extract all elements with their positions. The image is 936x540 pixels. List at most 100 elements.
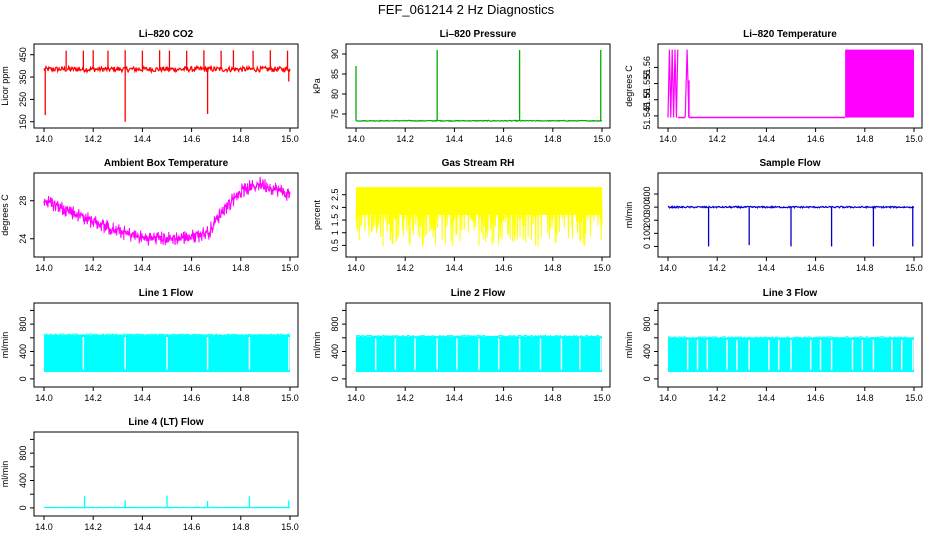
x-tick-label: 14.8 — [232, 522, 250, 532]
x-tick-label: 14.8 — [232, 393, 250, 403]
y-tick-label: 51.545 — [642, 102, 652, 130]
x-tick-label: 14.2 — [84, 522, 102, 532]
y-axis-label: ml/min — [624, 202, 634, 229]
panel-title: Line 4 (LT) Flow — [128, 417, 204, 428]
y-tick-label: 0 — [18, 505, 28, 510]
x-tick-label: 14.8 — [544, 393, 562, 403]
x-tick-label: 14.6 — [495, 393, 513, 403]
y-tick-label: 24 — [18, 234, 28, 244]
y-tick-label: 400 — [642, 187, 652, 202]
x-tick-label: 14.0 — [347, 134, 365, 144]
x-tick-label: 14.0 — [659, 134, 677, 144]
x-tick-label: 14.0 — [347, 393, 365, 403]
y-tick-label: 400 — [18, 344, 28, 359]
x-tick-label: 15.0 — [281, 522, 299, 532]
y-tick-label: 0.5 — [330, 239, 340, 252]
x-tick-label: 14.4 — [446, 263, 464, 273]
panel-title: Line 1 Flow — [139, 288, 194, 299]
x-tick-label: 14.8 — [856, 134, 874, 144]
x-tick-label: 14.0 — [35, 263, 53, 273]
y-tick-label: 1 — [330, 230, 340, 235]
x-tick-label: 15.0 — [281, 263, 299, 273]
x-tick-label: 14.4 — [758, 134, 776, 144]
y-tick-label: 800 — [18, 317, 28, 332]
y-axis-label: degrees C — [624, 65, 634, 107]
y-tick-label: 51.555 — [642, 70, 652, 98]
x-tick-label: 14.6 — [807, 134, 825, 144]
x-tick-label: 14.0 — [35, 134, 53, 144]
y-tick-label: 350 — [18, 70, 28, 85]
x-tick-label: 14.0 — [659, 263, 677, 273]
panel-7: Line 1 Flow ml/min 14.0 14.2 14.4 14.6 14.8 15.… — [0, 288, 299, 403]
panel-10: Line 4 (LT) Flow ml/min 14.0 14.2 14.4 14.6 14… — [0, 417, 299, 532]
x-tick-label: 14.6 — [495, 134, 513, 144]
x-tick-label: 14.4 — [134, 393, 152, 403]
plot-frame — [657, 302, 923, 388]
panel-title: Gas Stream RH — [442, 158, 515, 169]
series-line — [355, 334, 602, 338]
x-tick-label: 14.8 — [856, 263, 874, 273]
x-tick-label: 14.2 — [396, 263, 414, 273]
x-tick-label: 14.6 — [807, 263, 825, 273]
y-axis-label: percent — [312, 199, 322, 230]
x-tick-label: 14.0 — [35, 522, 53, 532]
figure-title: FEF_061214 2 Hz Diagnostics — [378, 2, 555, 17]
x-tick-label: 15.0 — [593, 134, 611, 144]
panel-title: Li–820 Temperature — [743, 29, 837, 40]
y-tick-label: 85 — [330, 69, 340, 79]
series-line — [667, 49, 679, 118]
x-tick-label: 14.8 — [544, 134, 562, 144]
x-tick-label: 14.4 — [446, 393, 464, 403]
y-axis-label: ml/min — [0, 461, 10, 488]
x-tick-label: 14.6 — [183, 393, 201, 403]
y-tick-label: 200 — [642, 213, 652, 228]
panel-title: Li–820 CO2 — [139, 29, 194, 40]
x-tick-label: 15.0 — [593, 393, 611, 403]
x-tick-label: 14.4 — [446, 134, 464, 144]
plot-frame — [33, 302, 299, 388]
y-tick-label: 75 — [330, 109, 340, 119]
y-tick-label: 90 — [330, 49, 340, 59]
x-tick-label: 14.4 — [134, 263, 152, 273]
x-tick-label: 15.0 — [905, 263, 923, 273]
x-tick-label: 14.0 — [659, 393, 677, 403]
y-tick-label: 800 — [642, 317, 652, 332]
x-tick-label: 14.8 — [856, 393, 874, 403]
y-tick-label: 400 — [330, 344, 340, 359]
y-tick-label: 400 — [642, 344, 652, 359]
y-axis-label: Licor ppm — [0, 66, 10, 106]
x-tick-label: 14.6 — [183, 134, 201, 144]
y-tick-label: 0 — [18, 376, 28, 381]
panel-title: Sample Flow — [759, 158, 820, 169]
x-tick-label: 14.6 — [183, 263, 201, 273]
series-line — [356, 119, 603, 123]
y-tick-label: 300 — [642, 200, 652, 215]
panel-3: Li–820 Temperature degrees C 14.0 14.2 14.4 1… — [624, 29, 923, 144]
plot-frame — [345, 172, 611, 258]
x-tick-label: 14.2 — [396, 393, 414, 403]
plot-frame — [657, 43, 923, 129]
panel-1: Li–820 CO2 Licor ppm 14.0 14.2 14.4 14.6 14.8 1… — [0, 29, 299, 144]
x-tick-label: 15.0 — [905, 134, 923, 144]
panel-9: Line 3 Flow ml/min 14.0 14.2 14.4 14.6 14.8 15.… — [624, 288, 923, 403]
plot-frame — [657, 172, 923, 258]
panel-5: Gas Stream RH percent 14.0 14.2 14.4 14.6 14.8… — [312, 158, 611, 273]
y-tick-label: 0 — [642, 244, 652, 249]
x-tick-label: 14.2 — [708, 263, 726, 273]
y-axis-label: degrees C — [0, 194, 10, 236]
x-tick-label: 14.4 — [134, 134, 152, 144]
panel-8: Line 2 Flow ml/min 14.0 14.2 14.4 14.6 14.8 15.… — [312, 288, 611, 403]
x-tick-label: 14.2 — [84, 393, 102, 403]
x-tick-label: 15.0 — [593, 263, 611, 273]
x-tick-label: 14.2 — [708, 393, 726, 403]
x-tick-label: 14.2 — [84, 134, 102, 144]
y-axis-label: ml/min — [624, 332, 634, 359]
y-tick-label: 51.55 — [642, 88, 652, 111]
x-tick-label: 15.0 — [281, 393, 299, 403]
plot-frame — [345, 43, 611, 129]
x-tick-label: 15.0 — [281, 134, 299, 144]
y-tick-label: 150 — [18, 114, 28, 129]
y-tick-label: 800 — [330, 317, 340, 332]
x-tick-label: 14.0 — [347, 263, 365, 273]
x-tick-label: 14.2 — [708, 134, 726, 144]
